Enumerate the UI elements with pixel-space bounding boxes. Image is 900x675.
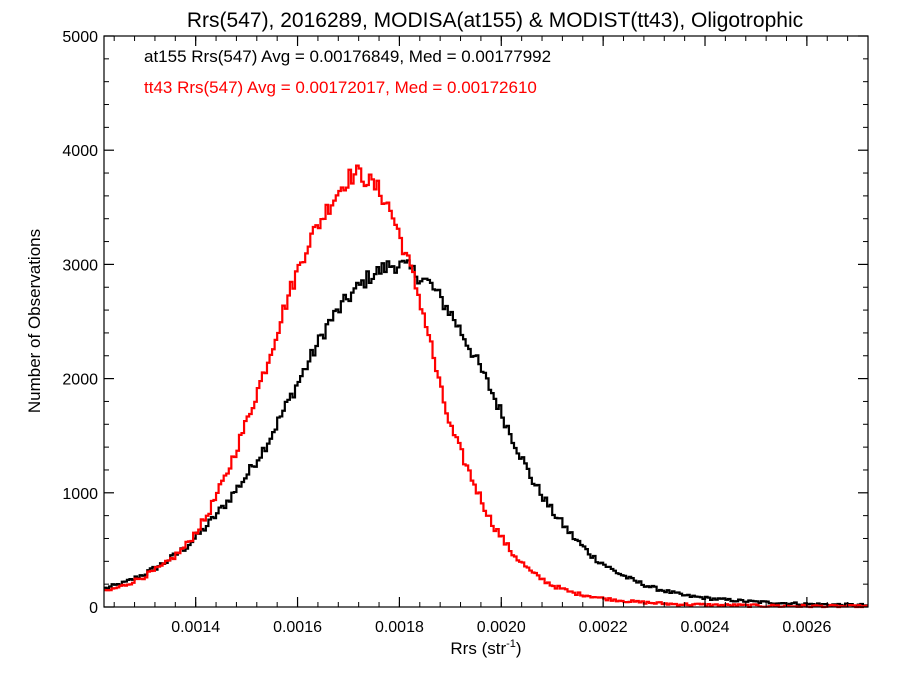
y-ticks: 0 1000 2000 3000 4000 5000	[62, 29, 868, 617]
plot-area: 0.0014 0.0016 0.0018 0.0020 0.0022 0.0024 0.00…	[62, 29, 869, 636]
y-tick-label: 1000	[62, 486, 98, 503]
y-axis-label: Number of Observations	[25, 229, 44, 413]
annotation-at155: at155 Rrs(547) Avg = 0.00176849, Med = 0…	[144, 47, 551, 66]
series-line-0	[104, 259, 868, 608]
x-axis-label-sup: -1	[506, 638, 516, 650]
x-tick-label: 0.0024	[681, 619, 730, 636]
y-tick-label: 0	[89, 600, 98, 617]
annotation-tt43: tt43 Rrs(547) Avg = 0.00172017, Med = 0.…	[144, 78, 537, 97]
y-tick-label: 5000	[62, 29, 98, 46]
x-axis-label: Rrs (str-1)	[450, 638, 521, 658]
series-line-1	[104, 164, 868, 609]
x-tick-label: 0.0022	[579, 619, 628, 636]
y-tick-label: 4000	[62, 143, 98, 160]
x-tick-label: 0.0018	[375, 619, 424, 636]
x-ticks: 0.0014 0.0016 0.0018 0.0020 0.0022 0.0024 0.00…	[113, 36, 869, 636]
x-tick-label: 0.0020	[477, 619, 526, 636]
y-tick-label: 2000	[62, 372, 98, 389]
x-tick-label: 0.0026	[782, 619, 831, 636]
x-axis-label-main: Rrs (str	[450, 639, 506, 658]
x-axis-label-suffix: )	[516, 639, 522, 658]
series-layer	[104, 164, 868, 609]
y-tick-label: 3000	[62, 257, 98, 274]
x-tick-label: 0.0014	[171, 619, 220, 636]
x-tick-label: 0.0016	[273, 619, 322, 636]
chart-title: Rrs(547), 2016289, MODISA(at155) & MODIS…	[187, 9, 803, 32]
plot-frame	[103, 35, 869, 608]
